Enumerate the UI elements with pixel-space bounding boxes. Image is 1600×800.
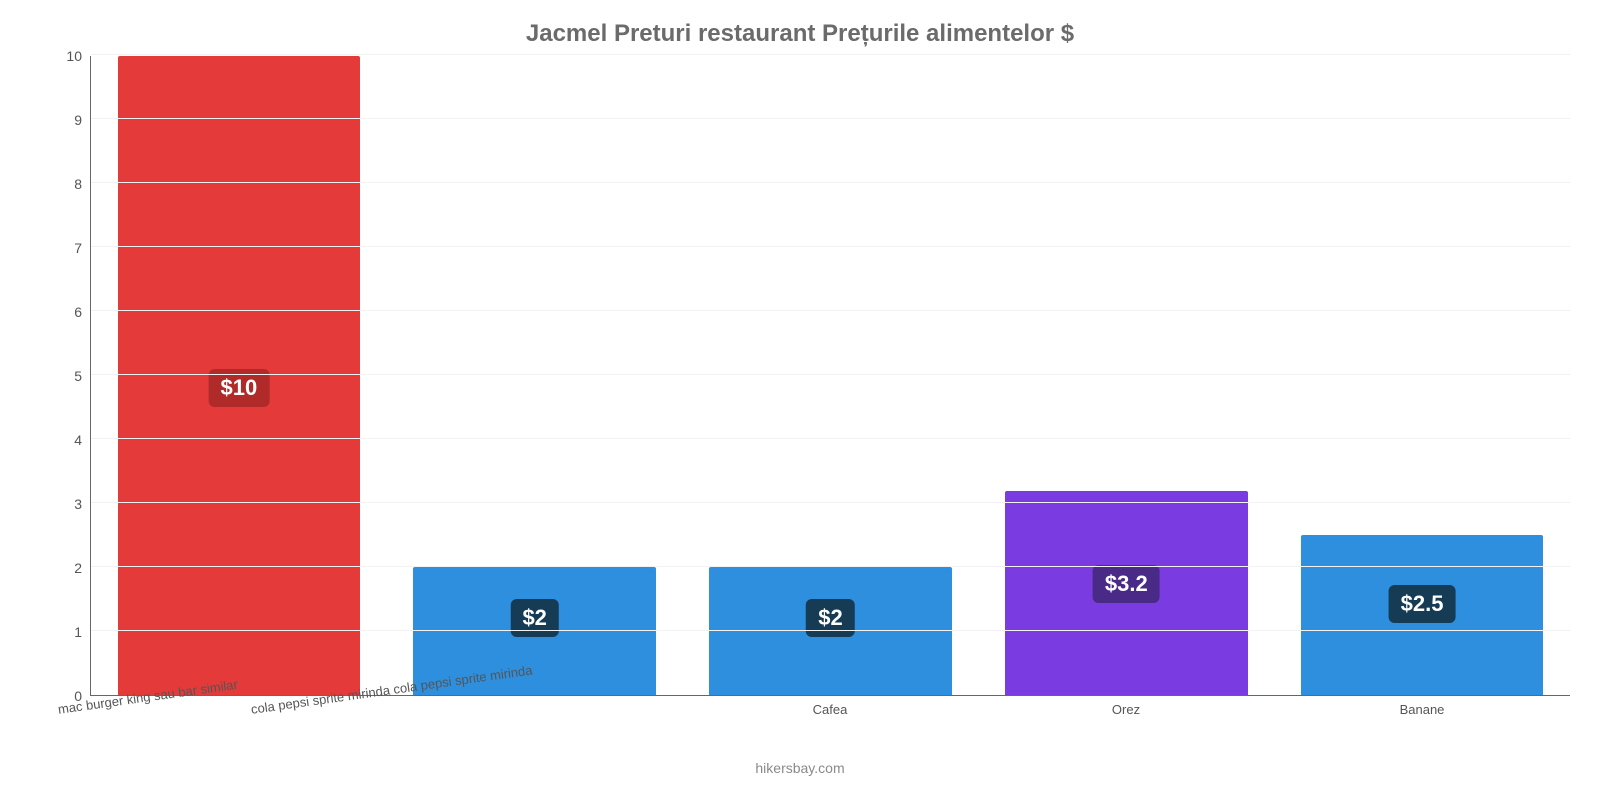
grid-line xyxy=(91,374,1570,375)
grid-line xyxy=(91,118,1570,119)
price-bar-chart: Jacmel Preturi restaurant Prețurile alim… xyxy=(0,0,1600,800)
x-tick-label: Cafea xyxy=(813,702,848,717)
y-tick-label: 9 xyxy=(74,112,82,128)
bar-value-label: $2.5 xyxy=(1389,585,1456,623)
bars-container: $10 $2 $2 $3.2 $2.5 xyxy=(91,56,1570,695)
chart-title: Jacmel Preturi restaurant Prețurile alim… xyxy=(30,20,1570,48)
y-tick-label: 3 xyxy=(74,496,82,512)
y-tick-label: 10 xyxy=(66,48,82,64)
y-tick-label: 5 xyxy=(74,368,82,384)
bar-value-label: $2 xyxy=(510,599,558,637)
grid-line xyxy=(91,54,1570,55)
grid-line xyxy=(91,630,1570,631)
bar: $3.2 xyxy=(1005,491,1248,695)
bar: $2.5 xyxy=(1301,535,1544,695)
x-tick: mac burger king sau bar similar xyxy=(90,696,386,756)
y-tick-label: 6 xyxy=(74,304,82,320)
y-tick-label: 2 xyxy=(74,560,82,576)
bar-slot: $3.2 xyxy=(978,56,1274,695)
bar-slot: $2 xyxy=(683,56,979,695)
grid-line xyxy=(91,566,1570,567)
x-tick: cola pepsi sprite mirinda cola pepsi spr… xyxy=(386,696,682,756)
grid-line xyxy=(91,246,1570,247)
x-tick: Cafea xyxy=(682,696,978,756)
grid-line xyxy=(91,438,1570,439)
x-tick-label: Banane xyxy=(1400,702,1445,717)
y-tick-label: 4 xyxy=(74,432,82,448)
bar-slot: $2.5 xyxy=(1274,56,1570,695)
grid-line xyxy=(91,310,1570,311)
y-axis: 012345678910 xyxy=(30,56,90,696)
grid-line xyxy=(91,182,1570,183)
y-tick-label: 8 xyxy=(74,176,82,192)
bar: $2 xyxy=(709,567,952,695)
bar-slot: $2 xyxy=(387,56,683,695)
grid-line xyxy=(91,502,1570,503)
bar: $10 xyxy=(118,56,361,695)
bar-slot: $10 xyxy=(91,56,387,695)
chart-footer: hikersbay.com xyxy=(30,760,1570,776)
bar-value-label: $3.2 xyxy=(1093,565,1160,603)
x-tick: Banane xyxy=(1274,696,1570,756)
y-tick-label: 1 xyxy=(74,624,82,640)
plot-area: $10 $2 $2 $3.2 $2.5 xyxy=(90,56,1570,696)
x-axis: mac burger king sau bar similarcola peps… xyxy=(90,696,1570,756)
y-tick-label: 7 xyxy=(74,240,82,256)
x-tick: Orez xyxy=(978,696,1274,756)
bar-value-label: $2 xyxy=(806,599,854,637)
plot-row: 012345678910 $10$2$2$3.2$2.5 xyxy=(30,56,1570,696)
x-tick-label: Orez xyxy=(1112,702,1140,717)
